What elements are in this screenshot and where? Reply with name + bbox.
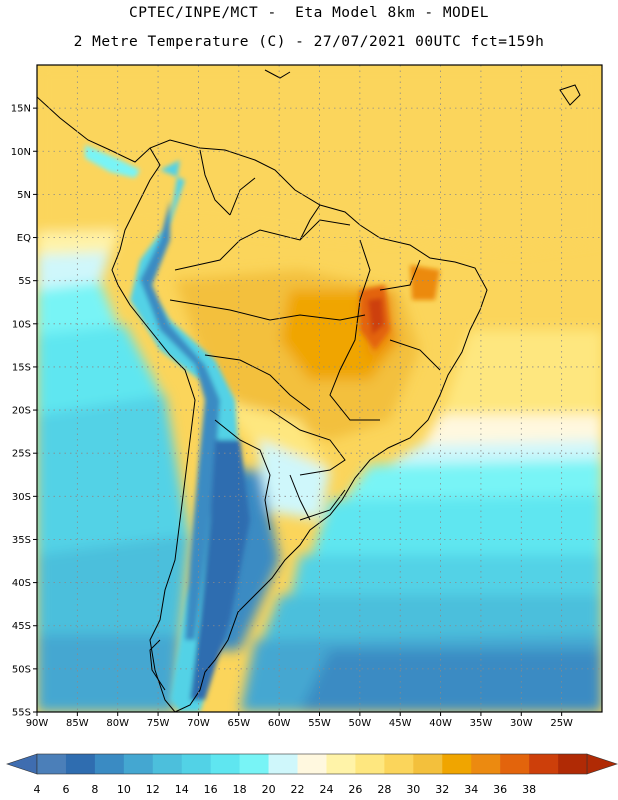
colorbar-label: 26 xyxy=(348,783,362,796)
lon-label: 60W xyxy=(268,718,291,729)
colorbar-right-arrow xyxy=(586,753,618,775)
longitude-ticks: 90W 85W 80W 75W 70W 65W 60W 55W 50W 45W 40W 35W 30W 2… xyxy=(26,712,573,729)
colorbar-swatch xyxy=(529,754,559,774)
lat-label: EQ xyxy=(17,233,31,244)
temperature-field xyxy=(37,65,602,712)
lat-label: 5N xyxy=(17,190,31,201)
lat-label: 30S xyxy=(12,492,31,503)
colorbar-label: 32 xyxy=(435,783,449,796)
colorbar-label: 28 xyxy=(377,783,391,796)
lon-label: 50W xyxy=(349,718,372,729)
lon-label: 35W xyxy=(470,718,493,729)
lon-label: 85W xyxy=(66,718,89,729)
coastline-borders xyxy=(37,69,581,712)
colorbar-label: 16 xyxy=(204,783,218,796)
map-subtitle: 2 Metre Temperature (C) - 27/07/2021 00U… xyxy=(73,34,545,50)
colorbar: 4 6 8 10 12 14 16 18 20 22 24 26 28 30 32 34 36 38 xyxy=(6,753,618,796)
lat-label: 55S xyxy=(12,708,31,719)
lon-label: 30W xyxy=(510,718,533,729)
lon-label: 25W xyxy=(550,718,573,729)
colorbar-swatch xyxy=(471,754,501,774)
colorbar-label: 34 xyxy=(464,783,478,796)
lon-label: 70W xyxy=(187,718,210,729)
colorbar-swatch xyxy=(268,754,298,774)
colorbar-swatch xyxy=(500,754,530,774)
lat-label: 50S xyxy=(12,664,31,675)
colorbar-swatch xyxy=(152,754,183,774)
lat-label: 45S xyxy=(12,621,31,632)
colorbar-label: 10 xyxy=(117,783,131,796)
map-title: CPTEC/INPE/MCT - Eta Model 8km - MODEL xyxy=(129,5,489,21)
lat-label: 20S xyxy=(12,406,31,417)
colorbar-swatch xyxy=(37,754,67,774)
lat-label: 25S xyxy=(12,449,31,460)
lat-label: 40S xyxy=(12,578,31,589)
colorbar-label: 24 xyxy=(319,783,333,796)
lat-label: 15S xyxy=(12,362,31,373)
colorbar-label: 12 xyxy=(146,783,160,796)
latitude-ticks: 15N 10N 5N EQ 5S 10S 15S 20S 25S 30S 35S 40S 45S 50S 5… xyxy=(11,104,37,719)
colorbar-label: 38 xyxy=(522,783,536,796)
lon-label: 45W xyxy=(389,718,412,729)
colorbar-label: 30 xyxy=(406,783,420,796)
colorbar-swatch xyxy=(326,754,356,774)
colorbar-swatch xyxy=(123,754,154,774)
colorbar-label: 20 xyxy=(262,783,276,796)
colorbar-swatch xyxy=(442,754,472,774)
lat-label: 10S xyxy=(12,319,31,330)
colorbar-label: 36 xyxy=(493,783,507,796)
lon-label: 55W xyxy=(308,718,331,729)
colorbar-left-arrow xyxy=(6,753,38,775)
lon-label: 80W xyxy=(106,718,129,729)
lon-label: 90W xyxy=(26,718,49,729)
lat-label: 15N xyxy=(11,104,31,115)
lon-label: 65W xyxy=(227,718,250,729)
colorbar-swatch xyxy=(181,754,211,774)
lat-label: 10N xyxy=(11,147,31,158)
lat-label: 35S xyxy=(12,535,31,546)
colorbar-label: 4 xyxy=(34,783,41,796)
colorbar-outline xyxy=(36,753,588,775)
colorbar-swatch xyxy=(65,754,96,774)
colorbar-label: 6 xyxy=(62,783,69,796)
colorbar-swatch xyxy=(239,754,269,774)
colorbar-label: 22 xyxy=(291,783,305,796)
colorbar-label: 8 xyxy=(91,783,98,796)
colorbar-swatch xyxy=(413,754,443,774)
colorbar-label: 14 xyxy=(175,783,189,796)
colorbar-swatch xyxy=(355,754,385,774)
lon-label: 40W xyxy=(429,718,452,729)
graticule xyxy=(37,65,602,712)
colorbar-swatch xyxy=(297,754,327,774)
colorbar-swatch xyxy=(558,754,588,774)
colorbar-swatch xyxy=(384,754,414,774)
colorbar-swatch xyxy=(210,754,240,774)
lat-label: 5S xyxy=(18,276,31,287)
colorbar-swatch xyxy=(94,754,125,774)
colorbar-label: 18 xyxy=(233,783,247,796)
lon-label: 75W xyxy=(147,718,170,729)
